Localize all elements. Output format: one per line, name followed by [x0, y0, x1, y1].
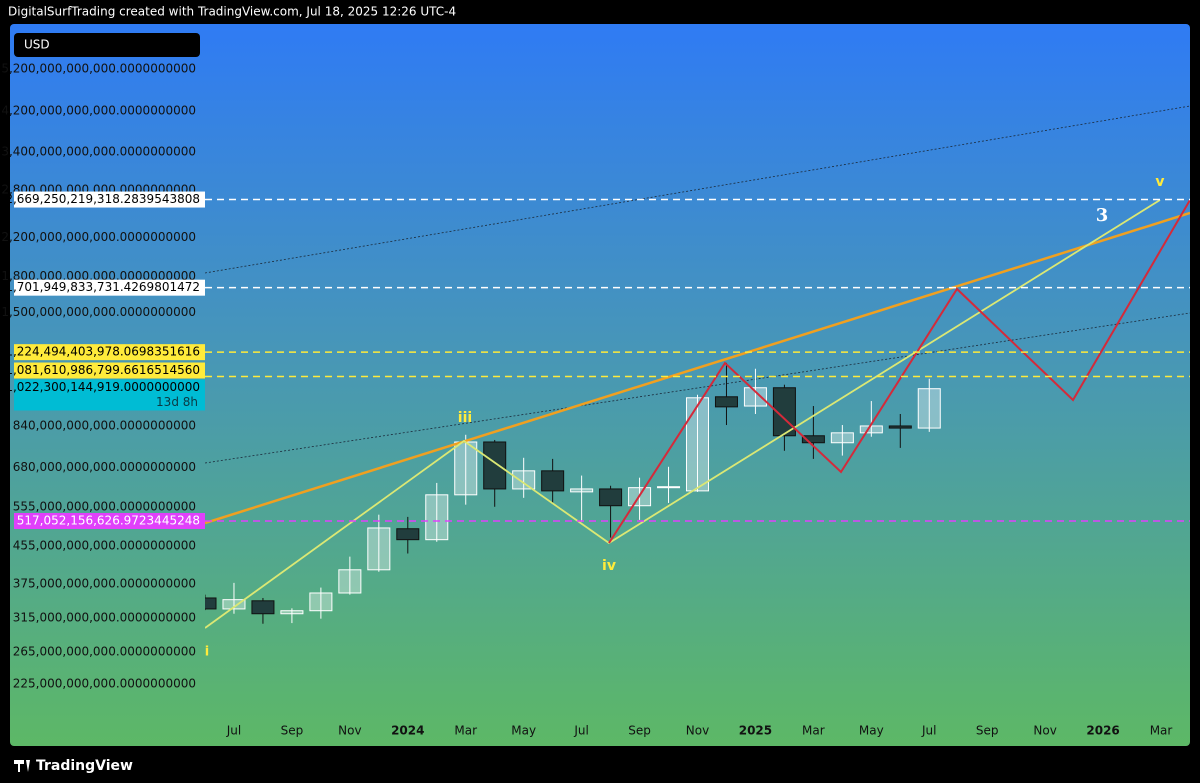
candle-body — [570, 488, 594, 493]
candle-body — [859, 425, 883, 434]
x-tick-label: Nov — [338, 724, 361, 738]
candle-body — [251, 600, 275, 615]
logo-icon — [14, 760, 30, 772]
y-tick-label: 5,200,000,000,000.0000000000 — [1, 61, 196, 75]
candle-body — [222, 599, 246, 610]
price-label-box — [14, 279, 205, 296]
y-tick-label: 3,400,000,000,000.0000000000 — [1, 145, 196, 159]
panel — [10, 24, 1190, 746]
x-tick-label: 2026 — [1086, 724, 1119, 738]
y-tick-label: 1,500,000,000,000.0000000000 — [1, 305, 196, 319]
x-tick-label: Sep — [281, 724, 304, 738]
y-tick-label: 840,000,000,000.0000000000 — [13, 418, 196, 432]
candle-body — [280, 610, 304, 615]
price-label-box — [14, 191, 205, 208]
price-label: 1,701,949,833,731.4269801472 — [5, 280, 200, 294]
x-tick-label: Nov — [1033, 724, 1056, 738]
y-tick-label: 4,200,000,000,000.0000000000 — [1, 103, 196, 117]
price-label-box — [14, 512, 205, 529]
x-tick-label: Jul — [573, 724, 588, 738]
price-label: 1,224,494,403,978.0698351616 — [5, 345, 200, 359]
header: DigitalSurfTrading created with TradingV… — [8, 5, 456, 19]
price-countdown: 13d 8h — [156, 395, 198, 409]
candle-body — [743, 387, 767, 407]
y-tick-label: 375,000,000,000.0000000000 — [13, 576, 196, 590]
candle-body — [917, 388, 941, 429]
x-tick-label: May — [511, 724, 536, 738]
wave-label: iv — [602, 558, 616, 574]
candle-body — [338, 569, 362, 594]
candle-body — [685, 397, 710, 492]
x-tick-label: Jul — [921, 724, 936, 738]
candle-body — [512, 470, 536, 490]
y-tick-label: 455,000,000,000.0000000000 — [13, 539, 196, 553]
y-tick-label: 555,000,000,000.0000000000 — [13, 500, 196, 514]
y-tick-label: 315,000,000,000.0000000000 — [13, 611, 196, 625]
wave-label: iii — [458, 410, 472, 426]
wave-label: v — [1155, 174, 1164, 190]
currency: USD — [24, 38, 50, 52]
candle-body — [714, 396, 738, 408]
price-label-box — [14, 379, 205, 411]
candle-body — [205, 597, 217, 610]
wave-line — [205, 199, 1161, 629]
price-label: 1,081,610,986,799.6616514560 — [5, 363, 200, 377]
x-tick-label: Nov — [686, 724, 709, 738]
candle-body — [541, 470, 565, 492]
y-tick-label: 2,200,000,000,000.0000000000 — [1, 230, 196, 244]
currency-box — [14, 33, 200, 57]
wave-label: 3 — [1096, 205, 1109, 226]
price-label: 2,669,250,219,318.2839543808 — [5, 192, 200, 206]
price-label-box — [14, 362, 205, 379]
candle-body — [830, 432, 854, 444]
candle-body — [425, 494, 449, 541]
candle-body — [801, 435, 825, 444]
x-tick-label: Mar — [802, 724, 825, 738]
candle-body — [483, 441, 507, 490]
x-tick-label: 2025 — [739, 724, 772, 738]
candle-body — [599, 488, 623, 507]
price-label-box — [14, 344, 205, 361]
projection-line — [608, 199, 1190, 544]
x-tick-label: 2024 — [391, 724, 424, 738]
candle-body — [396, 528, 420, 541]
wave-label: i — [205, 645, 209, 660]
price-label: 517,052,156,626.9723445248 — [17, 513, 200, 527]
x-tick-label: Mar — [1150, 724, 1173, 738]
price-label: 1,022,300,144,919.0000000000 — [5, 380, 200, 394]
x-tick-label: Jul — [226, 724, 241, 738]
candle-body — [454, 441, 478, 496]
y-tick-label: 225,000,000,000.0000000000 — [13, 676, 196, 690]
x-tick-label: Sep — [976, 724, 999, 738]
y-tick-label: 680,000,000,000.0000000000 — [13, 460, 196, 474]
trend-line — [205, 211, 1190, 525]
y-tick-label: 265,000,000,000.0000000000 — [13, 644, 196, 658]
candle-body — [657, 486, 681, 489]
candle-body — [367, 527, 391, 571]
candle-body — [309, 592, 333, 612]
drawings — [205, 105, 1190, 629]
x-tick-label: Mar — [454, 724, 477, 738]
x-tick-label: May — [859, 724, 884, 738]
x-tick-label: Sep — [628, 724, 651, 738]
footer-logo: TradingView — [36, 758, 133, 774]
channel-line — [205, 105, 1190, 274]
candle-body — [888, 425, 912, 429]
